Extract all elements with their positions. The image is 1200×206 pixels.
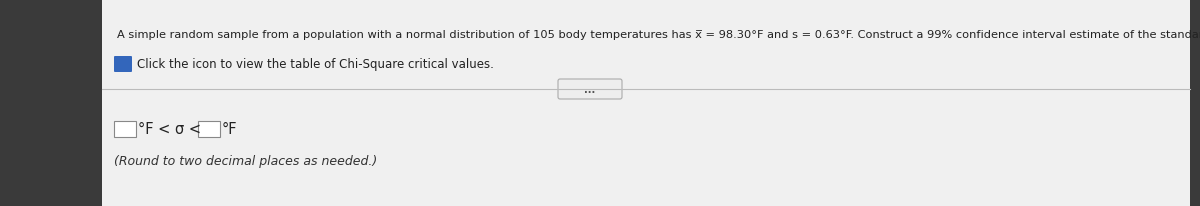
Text: °F: °F [222, 122, 238, 137]
Text: (Round to two decimal places as needed.): (Round to two decimal places as needed.) [114, 154, 377, 167]
FancyBboxPatch shape [0, 0, 102, 206]
Text: °F < σ <: °F < σ < [138, 122, 202, 137]
FancyBboxPatch shape [558, 80, 622, 99]
FancyBboxPatch shape [102, 0, 1190, 206]
Text: ...: ... [584, 85, 595, 95]
Text: Click the icon to view the table of Chi-Square critical values.: Click the icon to view the table of Chi-… [137, 58, 494, 71]
Text: A simple random sample from a population with a normal distribution of 105 body : A simple random sample from a population… [118, 30, 1200, 40]
FancyBboxPatch shape [114, 57, 132, 73]
FancyBboxPatch shape [0, 0, 1200, 14]
FancyBboxPatch shape [198, 121, 220, 137]
FancyBboxPatch shape [114, 121, 136, 137]
FancyBboxPatch shape [1190, 0, 1200, 206]
